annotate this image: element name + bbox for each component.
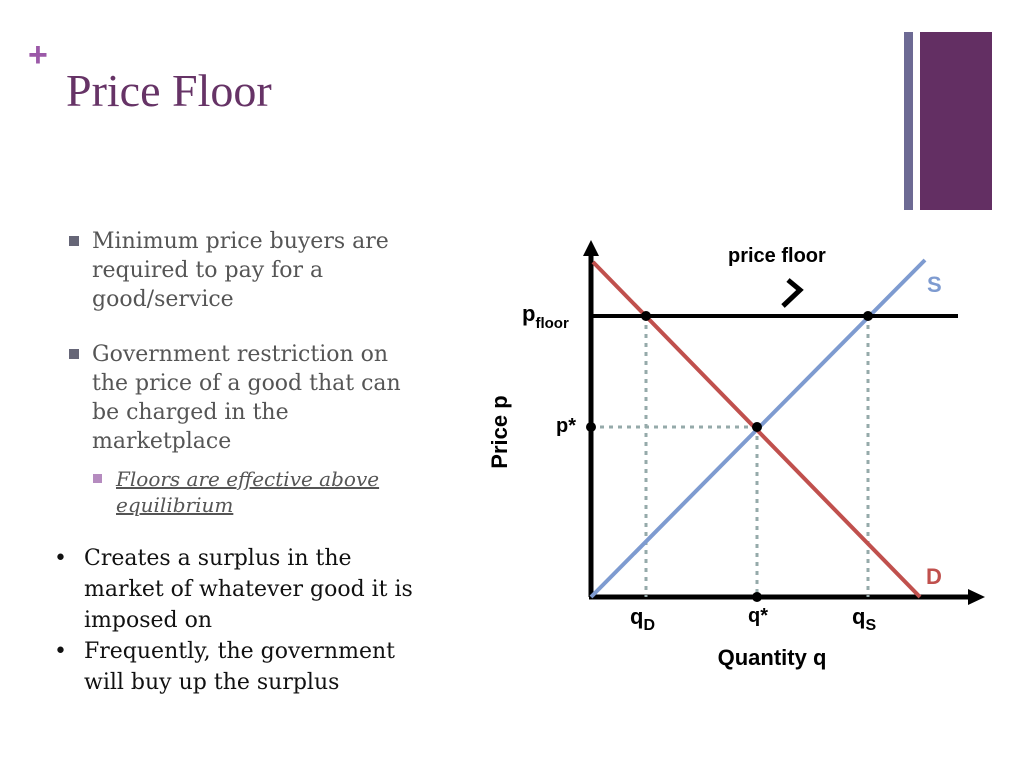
bullet-list: Minimum price buyers are required to pay… (66, 227, 426, 544)
demand-floor-point (641, 311, 651, 321)
guide-lines (591, 316, 870, 597)
p-floor-sub: floor (535, 315, 568, 332)
sub-bullet-item: Floors are effective above equilibrium (92, 466, 426, 518)
q-s-main: q (852, 604, 865, 629)
demand-label: D (926, 564, 942, 589)
round-bullet-list: • Creates a surplus in the market of wha… (50, 543, 420, 698)
p-floor-label: pfloor (522, 301, 569, 332)
sub-bullet-list: Floors are effective above equilibrium (92, 466, 426, 518)
square-bullet-icon (93, 474, 102, 483)
price-floor-label: price floor (728, 245, 826, 267)
equilibrium-point (752, 422, 762, 432)
q-star-label: q* (748, 605, 768, 627)
p-star-label: p* (556, 415, 576, 437)
price-floor-diagram: price floor S D pfloor p* Price p qD q* … (487, 240, 985, 670)
q-s-sub: S (865, 617, 876, 634)
q-s-label: qS (852, 604, 876, 634)
square-bullet-icon (69, 236, 79, 246)
supply-floor-point (863, 311, 873, 321)
slide-title: Price Floor (66, 65, 272, 116)
qstar-axis-point (752, 592, 762, 602)
supply-label: S (927, 272, 942, 297)
quantity-axis-arrow-icon (968, 589, 985, 605)
q-d-main: q (630, 604, 643, 629)
sub-bullet-link[interactable]: Floors are effective above equilibrium (116, 467, 380, 517)
p-floor-main: p (522, 301, 535, 326)
round-bullet-item: • Creates a surplus in the market of wha… (50, 543, 420, 636)
round-bullet-item: • Frequently, the government will buy up… (50, 636, 420, 698)
bullet-text: Government restriction on the price of a… (92, 342, 401, 454)
q-d-label: qD (630, 604, 655, 634)
accent-bar-thin (904, 32, 913, 210)
q-d-sub: D (643, 617, 655, 634)
bullet-item: Government restriction on the price of a… (66, 340, 426, 518)
square-bullet-icon (69, 349, 79, 359)
price-axis-label: Price p (487, 395, 512, 468)
bullet-item: Minimum price buyers are required to pay… (66, 227, 426, 314)
round-bullet-text: Creates a surplus in the market of whate… (84, 546, 413, 633)
round-bullet-icon: • (54, 639, 67, 664)
round-bullet-icon: • (54, 546, 67, 571)
round-bullet-text: Frequently, the government will buy up t… (84, 639, 395, 695)
price-floor-pointer-icon (781, 278, 804, 308)
pstar-axis-point (586, 422, 596, 432)
accent-bar-thick (920, 32, 992, 210)
bullet-text: Minimum price buyers are required to pay… (92, 229, 389, 312)
plus-icon: + (28, 36, 48, 74)
price-axis-arrow-icon (583, 240, 599, 256)
quantity-axis-label: Quantity q (718, 645, 827, 670)
